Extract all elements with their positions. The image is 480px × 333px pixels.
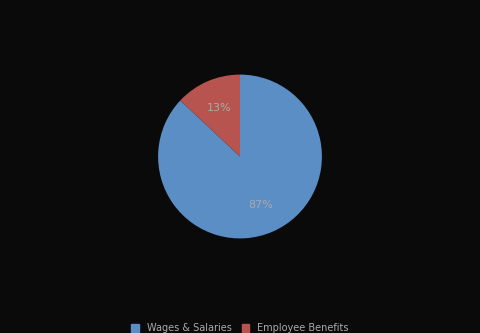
Legend: Wages & Salaries, Employee Benefits: Wages & Salaries, Employee Benefits	[128, 320, 352, 333]
Wedge shape	[180, 75, 240, 157]
Text: 87%: 87%	[249, 200, 274, 210]
Wedge shape	[158, 75, 322, 238]
Text: 13%: 13%	[206, 103, 231, 113]
